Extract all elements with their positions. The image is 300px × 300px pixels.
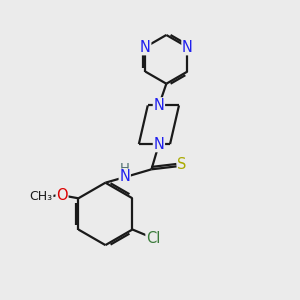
Text: N: N bbox=[154, 98, 164, 113]
Text: CH₃: CH₃ bbox=[30, 190, 53, 203]
Text: N: N bbox=[154, 136, 164, 152]
Text: N: N bbox=[140, 40, 151, 55]
Text: N: N bbox=[182, 40, 193, 55]
Text: O: O bbox=[56, 188, 68, 203]
Text: N: N bbox=[119, 169, 130, 184]
Text: H: H bbox=[120, 162, 130, 175]
Text: S: S bbox=[177, 158, 187, 172]
Text: Cl: Cl bbox=[146, 231, 160, 246]
